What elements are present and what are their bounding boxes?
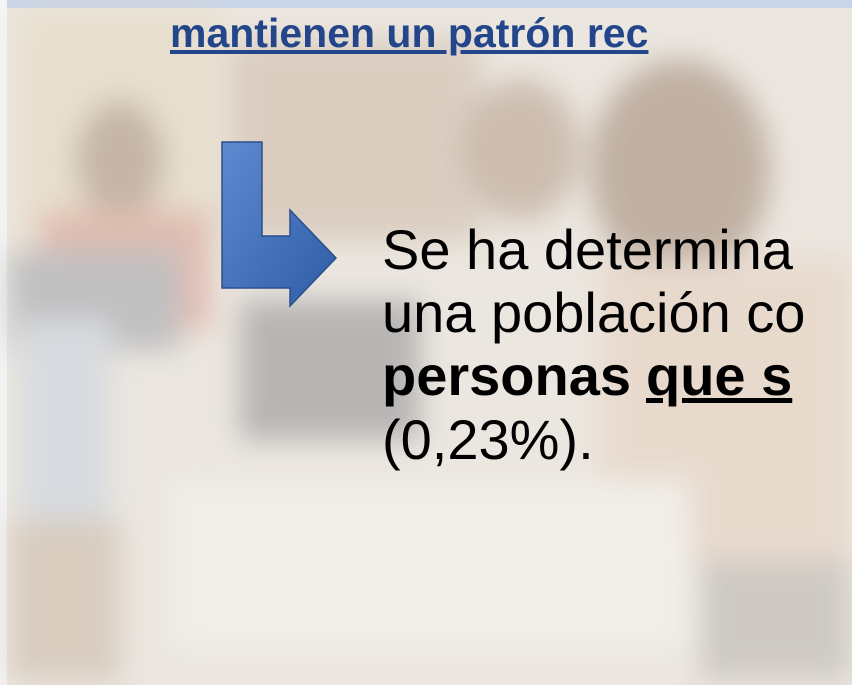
body-line: Se ha determina xyxy=(382,222,793,278)
title: mantienen un patrón rec xyxy=(170,10,648,57)
bold-text: personas xyxy=(382,344,631,407)
body-line: una población co xyxy=(382,285,805,341)
body-line: (0,23%). xyxy=(382,412,594,468)
slide: mantienen un patrón rec Se ha determina … xyxy=(0,0,852,685)
bent-arrow xyxy=(222,142,336,306)
underlined-text: que s xyxy=(646,344,792,407)
